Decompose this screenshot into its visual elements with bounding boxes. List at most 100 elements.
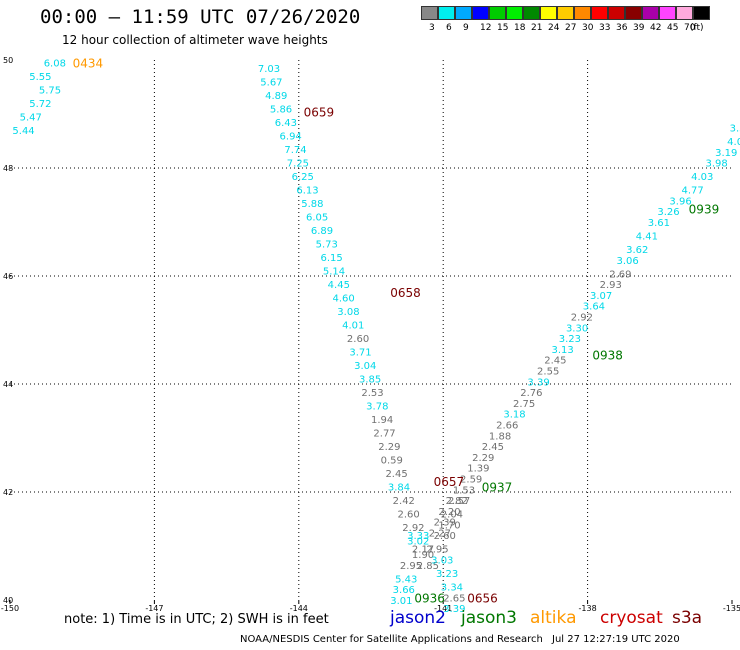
pass-time-label: 0656 bbox=[467, 591, 498, 605]
colorbar-swatch bbox=[608, 6, 625, 20]
credit-line: NOAA/NESDIS Center for Satellite Applica… bbox=[240, 634, 543, 645]
lon-tick-label: -150 bbox=[1, 604, 19, 613]
wave-height-value: 2.27 bbox=[429, 529, 451, 540]
wave-height-value: 2.85 bbox=[417, 561, 439, 572]
lon-tick-label: -138 bbox=[579, 604, 597, 613]
satellite-legend-item: jason3 bbox=[461, 608, 517, 628]
wave-height-value: 5.73 bbox=[316, 240, 338, 251]
colorbar-swatch bbox=[472, 6, 489, 20]
satellite-legend-item: altika bbox=[530, 608, 577, 628]
wave-height-value: 2.77 bbox=[373, 429, 395, 440]
wave-height-value: 7.25 bbox=[287, 159, 309, 170]
wave-height-value: 4.08 bbox=[727, 137, 740, 148]
colorbar-label: 36 bbox=[616, 23, 628, 33]
wave-height-value: 4.45 bbox=[328, 280, 350, 291]
map-title: 00:00 – 11:59 UTC 07/26/2020 bbox=[40, 6, 361, 28]
colorbar-label: 3 bbox=[429, 23, 435, 33]
colorbar-label: 70 bbox=[684, 23, 696, 33]
wave-height-value: 5.44 bbox=[12, 126, 34, 137]
pass-time-label: 0936 bbox=[414, 591, 445, 605]
wave-height-value: 2.66 bbox=[496, 421, 518, 432]
wave-height-value: 3.3 bbox=[730, 124, 740, 135]
pass-time-label: 0938 bbox=[592, 348, 623, 362]
pass-time-label: 0657 bbox=[434, 475, 465, 489]
wave-height-value: 5.75 bbox=[39, 86, 61, 97]
wave-height-value: 3.01 bbox=[390, 596, 412, 607]
pass-time-label: 0937 bbox=[482, 481, 513, 495]
wave-height-value: 3.18 bbox=[503, 410, 525, 421]
wave-height-value: 2.95 bbox=[426, 545, 448, 556]
wave-height-value: 6.08 bbox=[44, 59, 66, 70]
colorbar-swatch bbox=[540, 6, 557, 20]
wave-height-value: 2.92 bbox=[402, 523, 424, 534]
wave-height-value: 4.41 bbox=[636, 232, 658, 243]
wave-height-value: 4.60 bbox=[332, 294, 354, 305]
wave-height-value: 4.03 bbox=[691, 172, 713, 183]
wave-height-value: 3.39 bbox=[527, 377, 549, 388]
wave-height-value: 6.43 bbox=[275, 118, 297, 129]
wave-height-value: 2.76 bbox=[520, 388, 542, 399]
wave-height-value: 2.17 bbox=[412, 545, 434, 556]
wave-height-value: 7.03 bbox=[258, 64, 280, 75]
wave-height-value: 2.04 bbox=[441, 510, 463, 521]
pass-time-label: 0658 bbox=[390, 286, 421, 300]
wave-height-value: 2.29 bbox=[378, 442, 400, 453]
wave-height-value: 2.92 bbox=[571, 313, 593, 324]
colorbar-label: 24 bbox=[548, 23, 560, 33]
wave-height-value: 1.39 bbox=[467, 464, 489, 475]
wave-height-value: 3.26 bbox=[657, 207, 679, 218]
wave-height-value: 6.94 bbox=[280, 132, 302, 143]
lon-tick-label: -141 bbox=[434, 604, 452, 613]
wave-height-value: 5.88 bbox=[301, 199, 323, 210]
wave-height-value: 2.45 bbox=[544, 356, 566, 367]
colorbar-swatch bbox=[489, 6, 506, 20]
wave-height-value: 6.89 bbox=[311, 226, 333, 237]
colorbar-label: 45 bbox=[667, 23, 679, 33]
lat-tick-label: 42 bbox=[3, 488, 13, 497]
wave-height-value: 1.53 bbox=[453, 485, 475, 496]
wave-height-value: 5.72 bbox=[29, 99, 51, 110]
footer-note: note: 1) Time is in UTC; 2) SWH is in fe… bbox=[64, 612, 329, 627]
wave-height-value: 3.84 bbox=[388, 483, 410, 494]
colorbar-swatch bbox=[557, 6, 574, 20]
lat-tick-label: 50 bbox=[3, 56, 13, 65]
wave-height-value: 3.39 bbox=[443, 604, 465, 615]
colorbar-swatch bbox=[591, 6, 608, 20]
wave-height-value: 1.90 bbox=[412, 550, 434, 561]
wave-height-value: 2.75 bbox=[513, 399, 535, 410]
wave-height-value: 2.57 bbox=[448, 496, 470, 507]
satellite-legend-item: jason2 bbox=[390, 608, 446, 628]
wave-height-value: 2.39 bbox=[434, 518, 456, 529]
wave-height-value: 4.77 bbox=[681, 186, 703, 197]
wave-height-value: 3.13 bbox=[552, 345, 574, 356]
colorbar-swatch bbox=[455, 6, 472, 20]
wave-height-value: 5.47 bbox=[20, 113, 42, 124]
colorbar-swatch bbox=[642, 6, 659, 20]
wave-height-value: 2.82 bbox=[446, 496, 468, 507]
wave-height-value: 2.59 bbox=[460, 475, 482, 486]
colorbar-swatch bbox=[659, 6, 676, 20]
wave-height-value: 4.01 bbox=[342, 321, 364, 332]
lat-tick-label: 40 bbox=[3, 596, 13, 605]
lat-tick-label: 48 bbox=[3, 164, 13, 173]
wave-height-value: 0.59 bbox=[381, 456, 403, 467]
colorbar-label: 18 bbox=[514, 23, 526, 33]
map-subtitle: 12 hour collection of altimeter wave hei… bbox=[62, 33, 328, 47]
colorbar-swatch bbox=[506, 6, 523, 20]
wave-height-value: 6.05 bbox=[306, 213, 328, 224]
lat-tick-label: 44 bbox=[3, 380, 13, 389]
wave-height-value: 2.55 bbox=[537, 367, 559, 378]
wave-height-value: 3.98 bbox=[706, 159, 728, 170]
wave-height-value: 5.43 bbox=[395, 574, 417, 585]
wave-height-value: 3.23 bbox=[559, 334, 581, 345]
wave-height-value: 7.74 bbox=[284, 145, 306, 156]
colorbar-label: 15 bbox=[497, 23, 509, 33]
wave-height-value: 3.30 bbox=[566, 323, 588, 334]
wave-height-value: 2.45 bbox=[482, 442, 504, 453]
satellite-legend-item: s3a bbox=[672, 608, 703, 628]
wave-height-value: 3.33 bbox=[407, 531, 429, 542]
generated-timestamp: Jul 27 12:27:19 UTC 2020 bbox=[552, 634, 680, 645]
lon-tick-label: -144 bbox=[290, 604, 308, 613]
wave-height-value: 3.04 bbox=[354, 361, 376, 372]
